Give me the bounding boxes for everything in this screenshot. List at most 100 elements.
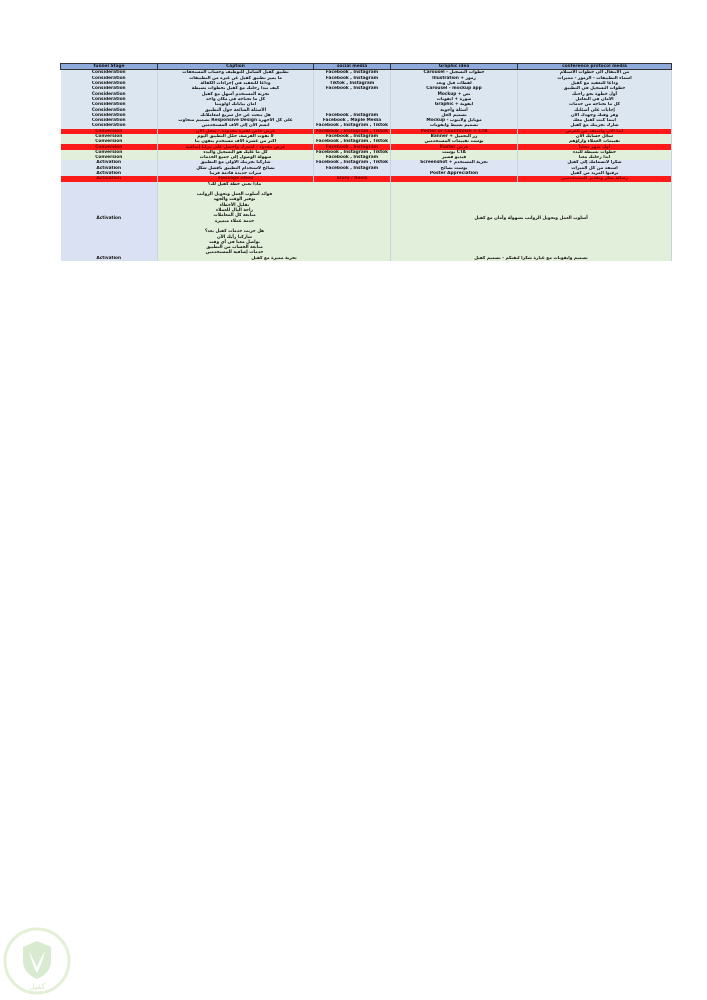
table-row: Consideration انضم الآن إلى آلاف المستخدم… bbox=[60, 123, 672, 129]
caption-cell: كيف تبدأ رحلتك مع كفيل بخطوات بسيطة bbox=[157, 86, 314, 92]
caption-line: راحة البال للعملاء bbox=[216, 208, 253, 214]
funnel-stage-cell: Conversion bbox=[60, 144, 158, 150]
graphic-idea-cell: Graphic + أيقونة bbox=[390, 102, 518, 108]
table-row: Activation message ideas Story / Reels رسال… bbox=[60, 176, 672, 182]
protocol-cell: رسالة شكر وتقدير للمستخدمين bbox=[517, 176, 672, 182]
table-row: Consideration أمان بياناتك أولويتنا Graphi… bbox=[60, 102, 672, 108]
funnel-stage-cell: Activation bbox=[60, 160, 158, 166]
graphic-idea-cell bbox=[390, 176, 518, 182]
social-media-cell: Facebook , Instagram , Tiktok bbox=[313, 149, 391, 156]
protocol-cell: سجّل حسابك الآن bbox=[517, 133, 672, 140]
caption-line: هل جربت خدمات كفيل بعد؟ bbox=[204, 229, 265, 235]
social-media-cell: Facebook , Instagram , Tiktok bbox=[313, 139, 391, 145]
caption-cell: الأسئلة الشائعة حول التطبيق bbox=[157, 107, 314, 113]
graphic-idea-cell: صورة + أيقونات bbox=[390, 96, 518, 103]
graphic-idea-cell: لقطات قبل وبعد bbox=[390, 80, 518, 87]
table-row: Consideration وداعاً للتعقيد في إجراءات ا… bbox=[60, 80, 672, 87]
table-row: Consideration الأسئلة الشائعة حول التطبيق… bbox=[60, 107, 672, 113]
protocol-cell: وداعاً للتعقيد مع كفيل bbox=[517, 80, 672, 87]
protocol-cell: أسماء التطبيقات - الرموز - مميزات bbox=[517, 75, 672, 81]
graphic-idea-cell: تصميم بسيط وأيقونات bbox=[390, 123, 518, 129]
caption-line: متابعة كل المعاملات bbox=[213, 213, 256, 219]
funnel-stage-cell: Conversion bbox=[60, 155, 158, 161]
protocol-cell: أول شهر مجاناً bbox=[517, 144, 672, 150]
funnel-stage-cell: Conversion bbox=[60, 128, 158, 134]
funnel-stage-cell: Consideration bbox=[60, 86, 158, 92]
table-row: Conversion عرض محدود - اشترك واحصل على مز… bbox=[60, 144, 672, 150]
table-row: Activation تجربة مميزة مع كفيل تصميم وأيقو… bbox=[60, 255, 672, 261]
caption-cell: نصائح لاستخدام التطبيق بأفضل شكل bbox=[157, 165, 314, 171]
social-media-cell: Facebook , Instagram , Tiktok bbox=[313, 128, 391, 134]
social-media-cell: Facebook , Instagram bbox=[313, 69, 391, 76]
caption-line: توفير الوقت والجهد bbox=[213, 197, 256, 203]
caption-line: تقليل الأخطاء bbox=[219, 202, 250, 208]
table-row: Activation نصائح لاستخدام التطبيق بأفضل ش… bbox=[60, 165, 672, 171]
caption-cell: هل تبحث عن حل سريع لمعاملاتك bbox=[157, 112, 314, 118]
caption-lines-cell: ماذا تعني خطة كفيل لك؟ فوائد أسلوب العمل … bbox=[157, 181, 391, 256]
funnel-stage-cell: Consideration bbox=[60, 96, 158, 103]
table-row: Consideration تجربة المستخدم أسهل مع كفيل… bbox=[60, 91, 672, 97]
funnel-stage-cell: Conversion bbox=[60, 149, 158, 156]
caption-cell: كل ما عليك هو التسجيل والبدء bbox=[157, 149, 314, 156]
protocol-cell: ابدأ الآن واستفد من العرض bbox=[517, 128, 672, 134]
graphic-idea-cell: أسلوب العمل وتحويل الرواتب بسهولة وأمان … bbox=[390, 181, 672, 256]
funnel-stage-cell: Consideration bbox=[60, 91, 158, 97]
graphic-idea-cell: بوست نصائح bbox=[390, 165, 518, 171]
funnel-stage-cell: Activation bbox=[60, 165, 158, 171]
caption-cell: عرض خاص لفترة محدودة - سجل الآن bbox=[157, 128, 314, 134]
social-media-cell bbox=[313, 91, 391, 97]
caption-cell: وداعاً للتعقيد في إجراءات الكفالة bbox=[157, 80, 314, 87]
funnel-stage-cell: Consideration bbox=[60, 80, 158, 87]
social-media-cell: Facebook , Instagram bbox=[313, 155, 391, 161]
caption-cell: لا تفوت الفرصة، حمّل التطبيق اليوم bbox=[157, 133, 314, 140]
caption-line: شاركنا رأيك الآن bbox=[216, 234, 253, 240]
funnel-stage-cell: Consideration bbox=[60, 112, 158, 118]
funnel-stage-cell: Activation bbox=[60, 170, 158, 177]
graphic-idea-cell: فيديو قصير bbox=[390, 155, 518, 161]
caption-cell: أمان بياناتك أولويتنا bbox=[157, 102, 314, 108]
caption-cell: تطبيق كفيل الشامل للتوظيف وحساب المستحقا… bbox=[157, 69, 314, 76]
funnel-stage-cell: Activation bbox=[60, 176, 158, 182]
funnel-stage-cell: Consideration bbox=[60, 117, 158, 124]
caption-cell: سهولة الوصول إلى جميع الخدمات bbox=[157, 155, 314, 161]
protocol-cell: أينما كنت كفيل معك bbox=[517, 117, 672, 124]
protocol-cell: من الانتقال الى خطوات الاستلام bbox=[517, 69, 672, 76]
header-protocol: conference protocol media bbox=[517, 62, 672, 71]
table-row: Consideration هل تبحث عن حل سريع لمعاملات… bbox=[60, 112, 672, 118]
caption-cell: تجربة المستخدم أسهل مع كفيل bbox=[157, 91, 314, 97]
protocol-cell: الأمان في التعامل bbox=[517, 96, 672, 103]
caption-cell: message ideas bbox=[157, 176, 314, 182]
graphic-idea-cell: Screenshot + تجربة المستخدم bbox=[390, 160, 518, 166]
social-media-cell: Story / Reels bbox=[313, 176, 391, 182]
caption-cell: أكثر من عشرة آلاف مستخدم يثقون بنا bbox=[157, 139, 314, 145]
graphic-idea-cell: Banner + زر التحميل bbox=[390, 133, 518, 140]
table-row: Consideration كيف تبدأ رحلتك مع كفيل بخطو… bbox=[60, 86, 672, 92]
protocol-cell: كل ما تحتاجه من خدمات bbox=[517, 102, 672, 108]
social-media-cell bbox=[313, 170, 391, 177]
social-media-cell: Facebook , Instagram bbox=[313, 165, 391, 171]
graphic-idea-cell: بوست تقييمات المستخدمين bbox=[390, 139, 518, 145]
social-media-cell: Tiktok , Instagram bbox=[313, 80, 391, 87]
table-row: Conversion كل ما عليك هو التسجيل والبدء Fa… bbox=[60, 149, 672, 156]
table-row: Consideration تطبيق كفيل الشامل للتوظيف و… bbox=[60, 69, 672, 76]
caption-cell: شاركنا تجربتك الأولى مع التطبيق bbox=[157, 160, 314, 166]
table-row: Activation شاركنا تجربتك الأولى مع التطبي… bbox=[60, 160, 672, 166]
protocol-cell: إجابات على أسئلتك bbox=[517, 107, 672, 113]
table-row: Conversion سهولة الوصول إلى جميع الخدمات F… bbox=[60, 155, 672, 161]
table-row-expanded: Activation ماذا تعني خطة كفيل لك؟ فوائد أس… bbox=[60, 181, 672, 256]
social-media-cell: Facebook , Instagram , Tiktok bbox=[313, 160, 391, 166]
graphic-idea-cell: Mockup + نص bbox=[390, 91, 518, 97]
table-row: Consideration ما يميز تطبيق كفيل عن غيره … bbox=[60, 75, 672, 81]
table-row: Activation ميزات جديدة قادمة قريباً Poster… bbox=[60, 170, 672, 177]
social-media-cell bbox=[313, 102, 391, 108]
caption-cell: انضم الآن إلى آلاف المستخدمين bbox=[157, 123, 314, 129]
protocol-cell: استفد من كل الميزات bbox=[517, 165, 672, 171]
caption-cell: تصميم متجاوب Responsive Design على كل ال… bbox=[157, 117, 314, 124]
funnel-stage-cell: Activation bbox=[60, 181, 158, 256]
caption-line: فوائد أسلوب العمل وتحويل الرواتب bbox=[196, 192, 273, 198]
funnel-stage-cell: Consideration bbox=[60, 75, 158, 81]
caption-line: متابعة الحساب من التطبيق bbox=[206, 245, 263, 251]
table-row: Consideration تصميم متجاوب Responsive Des… bbox=[60, 117, 672, 124]
funnel-stage-cell: Activation bbox=[60, 255, 158, 261]
social-media-cell: Facebook , Instagram bbox=[313, 133, 391, 140]
